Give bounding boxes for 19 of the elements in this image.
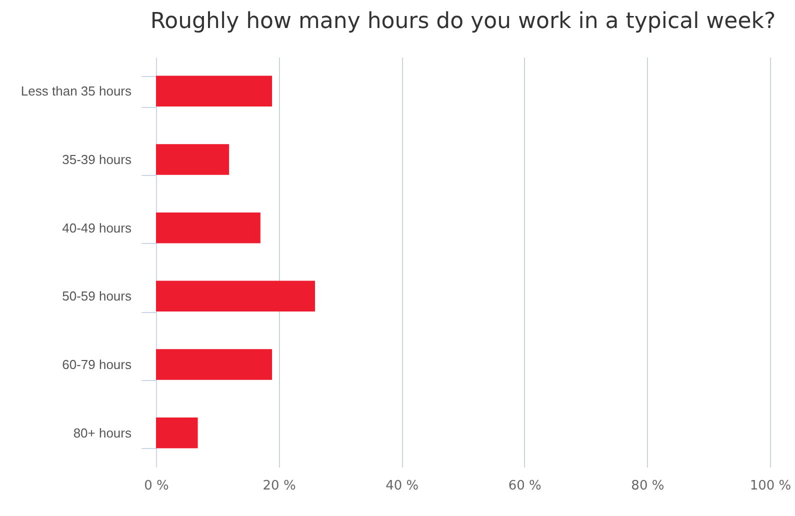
chart-title: Roughly how many hours do you work in a typical week? [150,9,776,34]
y-tick-label: 50-59 hours [62,288,132,304]
y-tick-label: 40-49 hours [62,220,132,236]
y-tick-label: 80+ hours [73,425,132,440]
y-tick-label: 35-39 hours [62,152,132,167]
x-tick-label: 100 % [750,478,792,494]
y-tick-label: Less than 35 hours [20,84,132,99]
bar [156,76,272,107]
x-tick-label: 0 % [144,478,169,494]
y-tick-label: 60-79 hours [62,357,132,372]
x-tick-label: 60 % [508,478,542,494]
bar [156,144,230,175]
bar [156,349,272,380]
x-tick-label: 40 % [386,478,419,494]
bar [156,212,260,244]
bar [156,417,198,448]
x-tick-label: 80 % [631,478,664,494]
x-tick-label: 20 % [262,478,296,494]
bar [156,280,316,312]
